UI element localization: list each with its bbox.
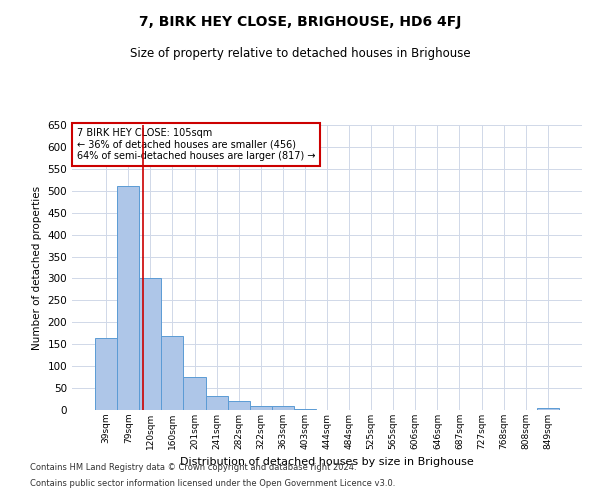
Bar	[184, 377, 206, 410]
X-axis label: Distribution of detached houses by size in Brighouse: Distribution of detached houses by size …	[180, 458, 474, 468]
Bar	[272, 406, 294, 410]
Bar	[294, 409, 316, 410]
Text: 7 BIRK HEY CLOSE: 105sqm
← 36% of detached houses are smaller (456)
64% of semi-: 7 BIRK HEY CLOSE: 105sqm ← 36% of detach…	[77, 128, 316, 161]
Bar	[250, 406, 272, 410]
Y-axis label: Number of detached properties: Number of detached properties	[32, 186, 42, 350]
Bar	[117, 186, 139, 410]
Text: Contains public sector information licensed under the Open Government Licence v3: Contains public sector information licen…	[30, 478, 395, 488]
Bar	[206, 396, 227, 410]
Bar	[227, 401, 250, 410]
Bar	[161, 336, 184, 410]
Text: Size of property relative to detached houses in Brighouse: Size of property relative to detached ho…	[130, 48, 470, 60]
Text: 7, BIRK HEY CLOSE, BRIGHOUSE, HD6 4FJ: 7, BIRK HEY CLOSE, BRIGHOUSE, HD6 4FJ	[139, 15, 461, 29]
Text: Contains HM Land Registry data © Crown copyright and database right 2024.: Contains HM Land Registry data © Crown c…	[30, 464, 356, 472]
Bar	[139, 278, 161, 410]
Bar	[537, 408, 559, 410]
Bar	[95, 338, 117, 410]
